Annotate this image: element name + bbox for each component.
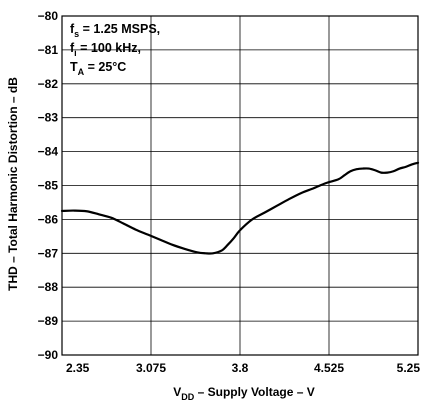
x-axis-label-symbol: V — [173, 385, 181, 399]
y-axis-label: THD – Total Harmonic Distortion – dB — [6, 77, 20, 291]
annotation-subscript: s — [74, 29, 79, 39]
series-line — [60, 161, 420, 255]
y-tick-label: −90 — [38, 348, 59, 362]
y-tick-label: −83 — [38, 111, 59, 125]
annotation-value: = 1.25 MSPS, — [79, 22, 160, 36]
x-tick-label: 3.8 — [232, 361, 249, 375]
x-tick-labels: 2.35 3.075 3.8 4.525 5.25 — [66, 361, 420, 375]
annotation-subscript: i — [74, 48, 77, 58]
x-tick-label: 5.25 — [397, 361, 421, 375]
x-tick-label: 4.525 — [314, 361, 344, 375]
y-tick-label: −89 — [38, 314, 59, 328]
series-layer — [60, 161, 420, 255]
plot-frame — [61, 15, 419, 356]
annotation-line-temperature: TA = 25°C — [70, 60, 126, 77]
y-tick-label: −80 — [38, 9, 59, 23]
y-tick-label: −84 — [38, 145, 59, 159]
y-tick-label: −87 — [38, 246, 59, 260]
x-axis-label-rest: – Supply Voltage – V — [194, 385, 314, 399]
y-tick-label: −81 — [38, 43, 59, 57]
x-tick-label: 3.075 — [136, 361, 166, 375]
x-axis-label-subscript: DD — [181, 392, 194, 402]
y-tick-label: −86 — [38, 212, 59, 226]
y-tick-label: −82 — [38, 77, 59, 91]
annotation-symbol: f — [70, 22, 75, 36]
x-axis-label: VDD – Supply Voltage – V — [173, 385, 315, 402]
grid-lines — [62, 16, 418, 355]
conditions-annotation: fs = 1.25 MSPS, fi = 100 kHz, TA = 25°C — [70, 22, 160, 77]
y-tick-label: −88 — [38, 280, 59, 294]
annotation-symbol: f — [70, 41, 75, 55]
x-tick-label: 2.35 — [66, 361, 90, 375]
annotation-subscript: A — [78, 67, 85, 77]
annotation-symbol: T — [70, 60, 78, 74]
y-tick-labels: −80 −81 −82 −83 −84 −85 −86 −87 −88 −89 −90 — [38, 9, 59, 362]
annotation-line-sample-rate: fs = 1.25 MSPS, — [70, 22, 160, 39]
annotation-value: = 25°C — [84, 60, 126, 74]
y-tick-label: −85 — [38, 179, 59, 193]
annotation-value: = 100 kHz, — [77, 41, 141, 55]
annotation-line-input-frequency: fi = 100 kHz, — [70, 41, 141, 58]
